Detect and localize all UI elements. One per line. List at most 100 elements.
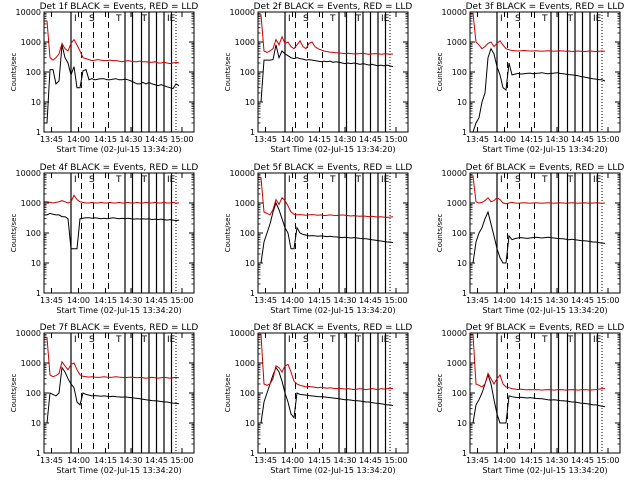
marker-label: T <box>567 14 574 24</box>
x-tick-label: 13:45 <box>254 456 277 465</box>
series-line-lld <box>44 337 180 379</box>
x-tick-label: 13:45 <box>40 135 63 144</box>
x-tick-label: 15:00 <box>596 456 619 465</box>
marker-label: T <box>115 175 122 185</box>
y-tick-label: 10000 <box>230 169 255 178</box>
x-tick-label: 14:45 <box>359 296 382 305</box>
marker-label: S <box>303 335 309 345</box>
marker-label: IE <box>593 335 602 345</box>
x-tick-label: 14:00 <box>493 456 516 465</box>
y-axis-label: Counts/sec <box>224 214 232 253</box>
marker-label: I <box>500 175 503 185</box>
y-tick-label: 1000 <box>235 38 255 47</box>
panel-title: Det 1f BLACK = Events, RED = LLD <box>40 2 199 12</box>
x-tick-label: 14:30 <box>333 135 356 144</box>
x-tick-label: 14:45 <box>571 296 594 305</box>
marker-label: S <box>515 175 521 185</box>
y-axis-label: Counts/sec <box>224 374 232 413</box>
y-tick-label: 1000 <box>21 199 41 208</box>
x-axis-label: Start Time (02-Jul-15 13:34:20) <box>56 306 181 315</box>
x-tick-label: 13:45 <box>40 456 63 465</box>
marker-label: T <box>115 335 122 345</box>
y-tick-label: 1000 <box>235 199 255 208</box>
x-tick-label: 14:15 <box>308 456 331 465</box>
y-tick-label: 10 <box>245 98 255 107</box>
y-tick-label: 10 <box>245 419 255 428</box>
x-tick-label: 14:30 <box>119 296 142 305</box>
marker-label: IE <box>593 14 602 24</box>
y-tick-label: 10000 <box>16 169 41 178</box>
series-line-events <box>258 366 394 424</box>
series-line-events <box>470 210 606 264</box>
marker-label: T <box>541 14 548 24</box>
x-tick-label: 14:30 <box>333 456 356 465</box>
y-tick-label: 100 <box>452 389 467 398</box>
marker-label: T <box>355 335 362 345</box>
y-tick-label: 100 <box>452 68 467 77</box>
x-tick-label: 14:15 <box>94 296 117 305</box>
y-axis-label: Counts/sec <box>10 53 18 92</box>
marker-label: S <box>515 14 521 24</box>
x-axis-label: Start Time (02-Jul-15 13:34:20) <box>56 145 181 154</box>
y-tick-label: 10 <box>457 259 467 268</box>
y-tick-label: 100 <box>240 68 255 77</box>
marker-label: S <box>515 335 521 345</box>
marker-label: T <box>141 335 148 345</box>
marker-label: IE <box>381 175 390 185</box>
x-tick-label: 14:30 <box>545 456 568 465</box>
marker-label: T <box>141 14 148 24</box>
x-axis-label: Start Time (02-Jul-15 13:34:20) <box>482 306 607 315</box>
x-tick-label: 13:45 <box>40 296 63 305</box>
x-tick-label: 15:00 <box>596 296 619 305</box>
x-tick-label: 14:00 <box>67 296 90 305</box>
marker-label: T <box>329 175 336 185</box>
series-line-events <box>258 44 394 103</box>
x-tick-label: 14:15 <box>520 456 543 465</box>
panel-title: Det 2f BLACK = Events, RED = LLD <box>254 2 413 12</box>
x-tick-label: 14:15 <box>94 456 117 465</box>
marker-label: IE <box>167 335 176 345</box>
x-axis-label: Start Time (02-Jul-15 13:34:20) <box>482 145 607 154</box>
y-tick-label: 10000 <box>16 8 41 17</box>
x-tick-label: 14:00 <box>281 296 304 305</box>
series-line-lld <box>44 20 180 65</box>
y-tick-label: 10 <box>31 98 41 107</box>
marker-label: S <box>303 175 309 185</box>
x-tick-label: 14:30 <box>545 296 568 305</box>
x-tick-label: 15:00 <box>170 456 193 465</box>
panel-title: Det 8f BLACK = Events, RED = LLD <box>254 323 413 333</box>
x-tick-label: 14:45 <box>571 456 594 465</box>
x-tick-label: 14:45 <box>359 456 382 465</box>
marker-label: T <box>567 175 574 185</box>
x-tick-label: 13:45 <box>254 135 277 144</box>
y-axis-label: Counts/sec <box>436 214 444 253</box>
series-line-events <box>470 47 606 133</box>
x-tick-label: 14:15 <box>308 296 331 305</box>
marker-label: I <box>74 14 77 24</box>
marker-label: T <box>567 335 574 345</box>
y-tick-label: 1000 <box>21 38 41 47</box>
series-line-lld <box>258 177 394 218</box>
x-tick-label: 15:00 <box>170 135 193 144</box>
marker-label: T <box>541 175 548 185</box>
y-tick-label: 10000 <box>442 329 467 338</box>
x-tick-label: 13:45 <box>466 296 489 305</box>
marker-label: IE <box>593 175 602 185</box>
panel-title: Det 6f BLACK = Events, RED = LLD <box>466 163 625 173</box>
y-axis-label: Counts/sec <box>10 214 18 253</box>
x-tick-label: 14:00 <box>281 135 304 144</box>
x-tick-label: 14:30 <box>119 135 142 144</box>
y-tick-label: 100 <box>240 389 255 398</box>
x-axis-label: Start Time (02-Jul-15 13:34:20) <box>482 466 607 475</box>
x-tick-label: 14:45 <box>359 135 382 144</box>
series-line-lld <box>44 194 179 204</box>
marker-label: T <box>329 335 336 345</box>
x-tick-label: 14:45 <box>571 135 594 144</box>
series-line-events <box>258 201 394 264</box>
series-line-lld <box>470 12 606 53</box>
x-tick-label: 15:00 <box>170 296 193 305</box>
series-line-events <box>44 44 180 124</box>
